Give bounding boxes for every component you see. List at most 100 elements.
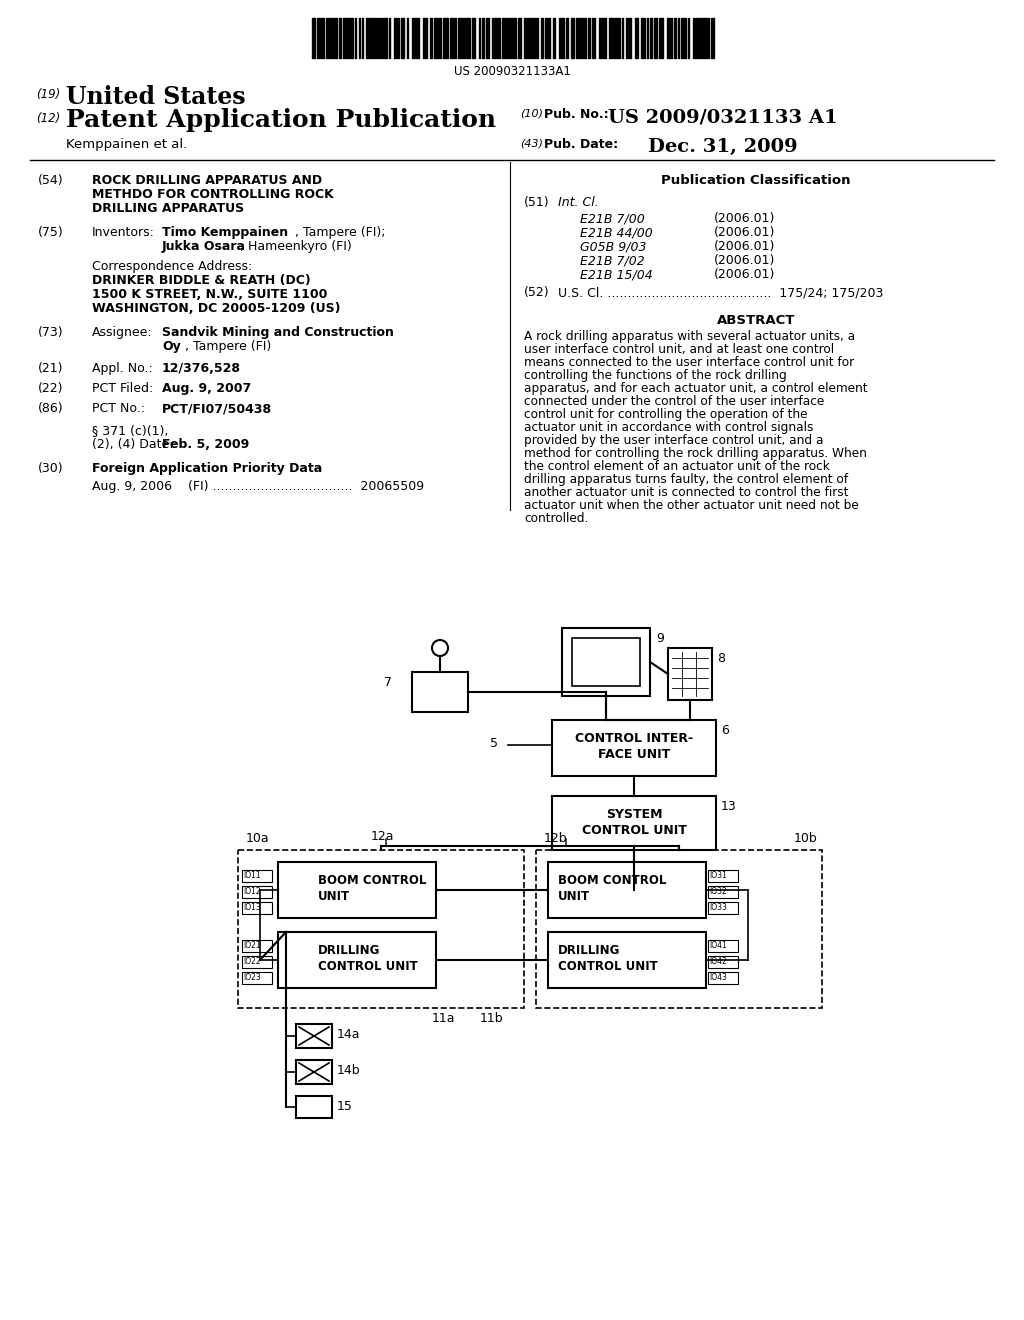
Text: Pub. Date:: Pub. Date: (544, 139, 618, 150)
Text: 1500 K STREET, N.W., SUITE 1100: 1500 K STREET, N.W., SUITE 1100 (92, 288, 328, 301)
Bar (708, 902, 738, 913)
Text: CONTROL INTER-: CONTROL INTER- (574, 733, 693, 744)
Text: IO22: IO22 (243, 957, 261, 966)
Text: PCT/FI07/50438: PCT/FI07/50438 (162, 403, 272, 414)
Bar (278, 932, 436, 987)
Text: IO11: IO11 (243, 871, 261, 880)
Bar (296, 1024, 332, 1048)
Text: METHDO FOR CONTROLLING ROCK: METHDO FOR CONTROLLING ROCK (92, 187, 334, 201)
Text: IO33: IO33 (709, 903, 727, 912)
Text: Publication Classification: Publication Classification (662, 174, 851, 187)
Text: 10b: 10b (794, 832, 818, 845)
Text: Correspondence Address:: Correspondence Address: (92, 260, 252, 273)
Text: (2), (4) Date:: (2), (4) Date: (92, 438, 173, 451)
Text: the control element of an actuator unit of the rock: the control element of an actuator unit … (524, 459, 829, 473)
Text: E21B 7/00: E21B 7/00 (580, 213, 645, 224)
Text: CONTROL UNIT: CONTROL UNIT (558, 960, 657, 973)
Text: (51): (51) (524, 195, 550, 209)
Text: Foreign Application Priority Data: Foreign Application Priority Data (92, 462, 323, 475)
Text: Oy: Oy (162, 341, 181, 352)
Text: Aug. 9, 2007: Aug. 9, 2007 (162, 381, 251, 395)
Text: means connected to the user interface control unit for: means connected to the user interface co… (524, 356, 854, 370)
Text: controlled.: controlled. (524, 512, 588, 525)
Bar (296, 1096, 332, 1118)
Bar (412, 672, 468, 711)
Text: actuator unit when the other actuator unit need not be: actuator unit when the other actuator un… (524, 499, 859, 512)
Bar (242, 956, 272, 968)
Text: § 371 (c)(1),: § 371 (c)(1), (92, 424, 168, 437)
Text: user interface control unit, and at least one control: user interface control unit, and at leas… (524, 343, 835, 356)
Text: 13: 13 (721, 800, 736, 813)
Text: PCT Filed:: PCT Filed: (92, 381, 154, 395)
Text: United States: United States (66, 84, 246, 110)
Text: E21B 44/00: E21B 44/00 (580, 226, 652, 239)
Text: IO23: IO23 (243, 973, 261, 982)
Text: CONTROL UNIT: CONTROL UNIT (582, 824, 686, 837)
Text: Feb. 5, 2009: Feb. 5, 2009 (162, 438, 249, 451)
Text: (2006.01): (2006.01) (714, 268, 775, 281)
Bar (242, 940, 272, 952)
Text: A rock drilling apparatus with several actuator units, a: A rock drilling apparatus with several a… (524, 330, 855, 343)
Bar (548, 932, 706, 987)
Bar (708, 940, 738, 952)
Text: Jukka Osara: Jukka Osara (162, 240, 246, 253)
Text: IO12: IO12 (243, 887, 261, 896)
Text: , Hameenkyro (FI): , Hameenkyro (FI) (240, 240, 352, 253)
Bar (708, 870, 738, 882)
Text: (10): (10) (520, 108, 543, 117)
Text: DRILLING APPARATUS: DRILLING APPARATUS (92, 202, 244, 215)
Text: provided by the user interface control unit, and a: provided by the user interface control u… (524, 434, 823, 447)
Text: , Tampere (FI);: , Tampere (FI); (295, 226, 385, 239)
Bar (708, 886, 738, 898)
Bar (536, 850, 822, 1008)
Bar (242, 870, 272, 882)
Text: Appl. No.:: Appl. No.: (92, 362, 153, 375)
Text: ROCK DRILLING APPARATUS AND: ROCK DRILLING APPARATUS AND (92, 174, 323, 187)
Bar (668, 648, 712, 700)
Text: 7: 7 (384, 676, 392, 689)
Text: 12a: 12a (371, 830, 394, 843)
Text: controlling the functions of the rock drilling: controlling the functions of the rock dr… (524, 370, 786, 381)
Text: IO42: IO42 (709, 957, 727, 966)
Text: 14a: 14a (337, 1028, 360, 1041)
Text: 14b: 14b (337, 1064, 360, 1077)
Text: Pub. No.:: Pub. No.: (544, 108, 608, 121)
Text: (2006.01): (2006.01) (714, 213, 775, 224)
Text: , Tampere (FI): , Tampere (FI) (185, 341, 271, 352)
Text: (21): (21) (38, 362, 63, 375)
Bar (238, 850, 524, 1008)
Text: CONTROL UNIT: CONTROL UNIT (318, 960, 418, 973)
Text: SYSTEM: SYSTEM (606, 808, 663, 821)
Text: 5: 5 (490, 737, 498, 750)
Text: 11a: 11a (432, 1012, 456, 1026)
Bar (548, 862, 706, 917)
Text: (22): (22) (38, 381, 63, 395)
Bar (552, 796, 716, 850)
Bar (552, 719, 716, 776)
Text: Inventors:: Inventors: (92, 226, 155, 239)
Bar (296, 1060, 332, 1084)
Text: U.S. Cl. .........................................  175/24; 175/203: U.S. Cl. ...............................… (558, 286, 884, 300)
Text: IO43: IO43 (709, 973, 727, 982)
Text: Assignee:: Assignee: (92, 326, 153, 339)
Text: Timo Kemppainen: Timo Kemppainen (162, 226, 288, 239)
Text: IO31: IO31 (709, 871, 727, 880)
Text: Dec. 31, 2009: Dec. 31, 2009 (648, 139, 798, 156)
Text: IO41: IO41 (709, 941, 727, 950)
Text: BOOM CONTROL: BOOM CONTROL (318, 874, 426, 887)
Text: (19): (19) (36, 88, 60, 102)
Bar (708, 972, 738, 983)
Text: Patent Application Publication: Patent Application Publication (66, 108, 496, 132)
Text: (12): (12) (36, 112, 60, 125)
Bar (278, 862, 436, 917)
Text: IO21: IO21 (243, 941, 261, 950)
Text: 11b: 11b (480, 1012, 504, 1026)
Text: (52): (52) (524, 286, 550, 300)
Text: 9: 9 (656, 632, 664, 645)
Text: method for controlling the rock drilling apparatus. When: method for controlling the rock drilling… (524, 447, 867, 459)
Text: DRILLING: DRILLING (558, 944, 621, 957)
Bar (708, 956, 738, 968)
Text: Kemppainen et al.: Kemppainen et al. (66, 139, 187, 150)
Text: (43): (43) (520, 139, 543, 148)
Text: (30): (30) (38, 462, 63, 475)
